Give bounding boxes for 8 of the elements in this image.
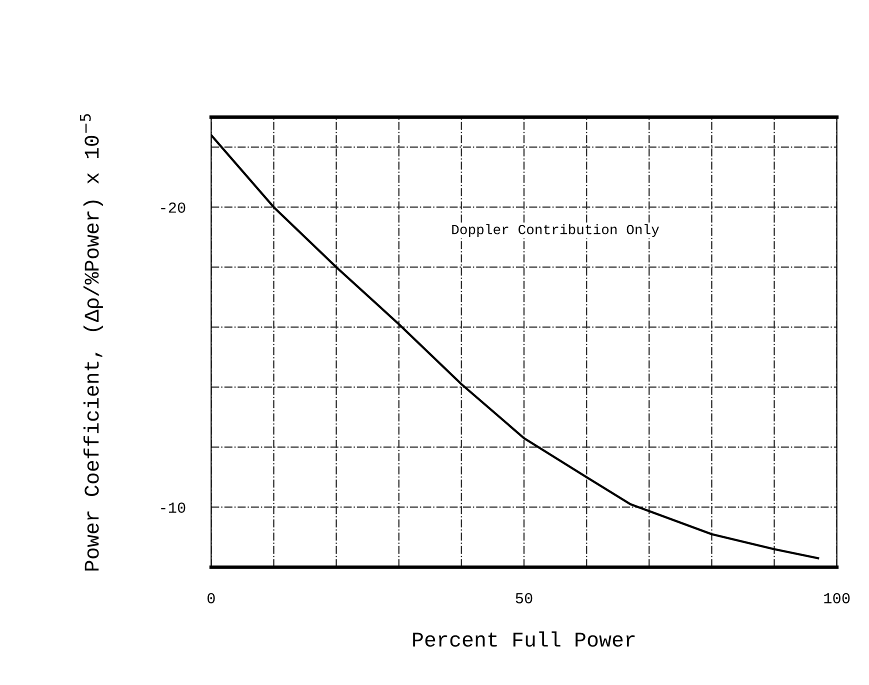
x-tick-label: 50 bbox=[516, 593, 532, 604]
y-tick-label: -10 bbox=[161, 502, 186, 513]
annotation: Doppler Contribution Only bbox=[452, 224, 660, 238]
x-axis-title: Percent Full Power bbox=[413, 631, 635, 647]
y-tick-label: -20 bbox=[161, 202, 186, 213]
y-axis-title: Power Coefficient, (Δρ/%Power) x 10$^{−5}$ bbox=[80, 114, 103, 571]
x-tick-label: 100 bbox=[824, 593, 850, 604]
x-tick-label: 0 bbox=[208, 593, 215, 604]
